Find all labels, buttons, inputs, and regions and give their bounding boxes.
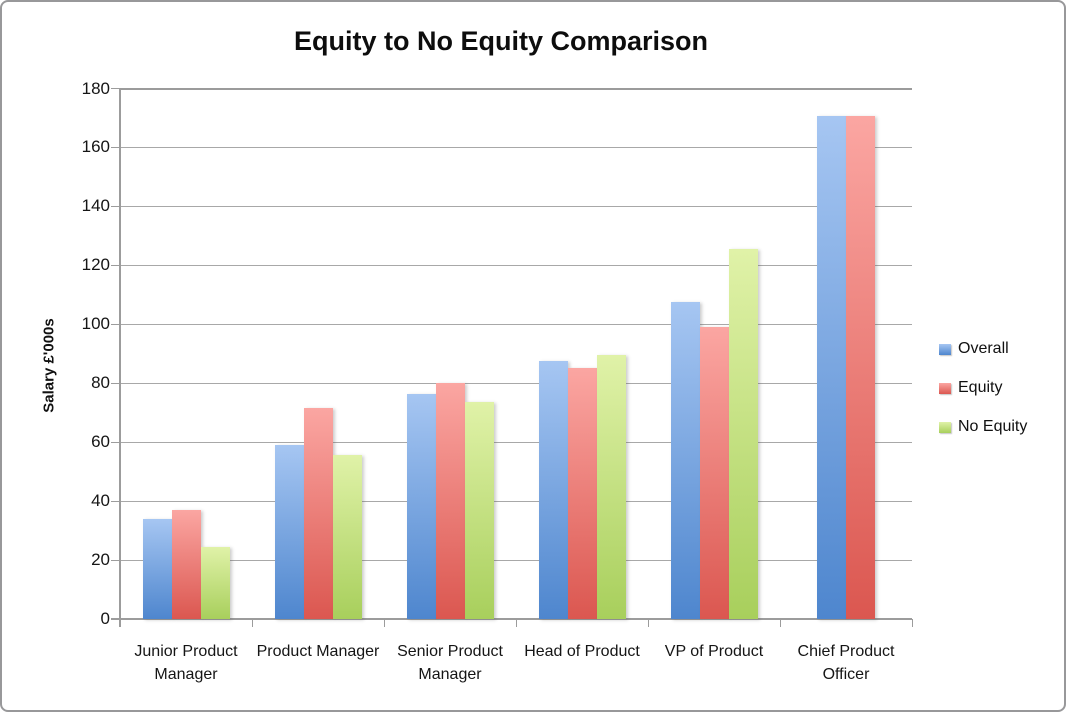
x-tick-mark [383,619,385,627]
bar-overall-senior-product-manager [406,393,436,619]
legend-label-overall: Overall [958,340,1009,357]
bar-equity-senior-product-manager [435,383,465,619]
gridline [120,323,912,325]
legend: Overall Equity No Equity [939,340,1027,436]
bar-overall-junior-product-manager [142,518,172,619]
y-tick-mark [111,146,120,148]
y-tick-label: 180 [81,78,110,98]
gridline [120,500,912,502]
y-tick-label: 0 [100,609,110,628]
y-tick-label: 100 [81,314,110,334]
gridline [120,87,912,90]
chart-title: Equity to No Equity Comparison [293,26,708,56]
bar-overall-product-manager [274,445,304,619]
y-tick-label: 40 [91,491,110,511]
x-axis-line [111,618,912,620]
legend-item-no-equity: No Equity [939,418,1027,436]
gridline [120,205,912,207]
bar-equity-head-of-product [567,368,597,619]
bar-no-equity-junior-product-manager [200,546,230,619]
x-tick-mark [515,619,517,627]
bar-no-equity-product-manager [332,455,362,619]
bar-equity-junior-product-manager [171,509,201,619]
bar-equity-vp-of-product [699,327,729,619]
y-tick-label: 160 [81,137,110,157]
bar-overall-chief-product-officer [817,116,846,619]
category-label-senior-product-manager: Senior Product Manager [397,643,503,683]
y-tick-label: 120 [81,255,110,275]
gridline [120,264,912,266]
bar-no-equity-senior-product-manager [464,402,494,619]
y-tick-mark [111,264,120,266]
y-tick-mark [111,205,120,207]
y-tick-mark [111,559,120,561]
legend-item-equity: Equity [939,379,1027,397]
bar-overall-vp-of-product [670,302,700,619]
x-tick-mark [779,619,781,627]
legend-item-overall: Overall [939,340,1027,358]
x-tick-mark [911,619,913,627]
y-axis-title: Salary £'000s [40,318,58,413]
y-tick-label: 140 [81,196,110,216]
y-tick-mark [111,500,120,502]
y-tick-label: 80 [91,373,110,393]
gridline [120,559,912,561]
legend-swatch-overall [939,343,951,355]
gridline [120,441,912,443]
bar-no-equity-vp-of-product [728,249,758,619]
x-tick-mark [647,619,649,627]
bar-no-equity-head-of-product [596,355,626,619]
y-tick-mark [111,88,120,89]
legend-swatch-no-equity [939,421,951,433]
y-tick-mark [111,441,120,443]
legend-swatch-equity [939,382,951,394]
y-tick-mark [111,382,120,384]
bar-overall-head-of-product [538,361,568,619]
legend-label-no-equity: No Equity [958,418,1028,435]
y-axis-line [119,88,121,627]
gridline [120,146,912,148]
x-tick-mark [119,619,121,627]
x-tick-mark [251,619,253,627]
category-label-junior-product-manager: Junior Product Manager [134,643,238,683]
bar-equity-product-manager [303,408,333,619]
y-tick-label: 20 [91,550,110,570]
category-label-vp-of-product: VP of Product [664,643,764,660]
gridline [120,382,912,384]
category-label-chief-product-officer: Chief Product Officer [797,643,895,683]
category-label-product-manager: Product Manager [256,643,380,660]
bar-equity-chief-product-officer [846,116,875,619]
y-tick-label: 60 [91,432,110,452]
y-tick-mark [111,323,120,325]
category-label-head-of-product: Head of Product [524,643,640,660]
legend-label-equity: Equity [958,379,1003,396]
